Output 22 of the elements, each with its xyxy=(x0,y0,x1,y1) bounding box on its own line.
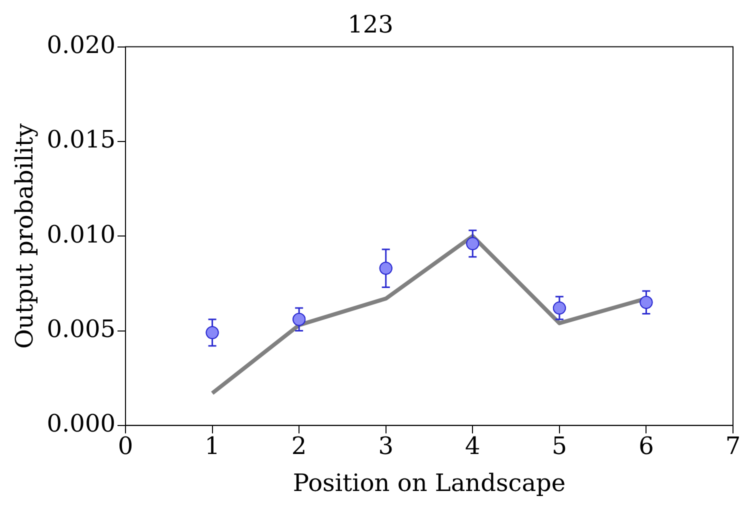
chart-title: 123 xyxy=(348,10,394,39)
y-tick-label: 0.005 xyxy=(46,314,116,343)
x-tick-label: 3 xyxy=(378,432,394,460)
point xyxy=(379,262,392,275)
point xyxy=(552,302,566,315)
x-axis-title: Position on Landscape xyxy=(292,468,566,497)
x-tick-label: 1 xyxy=(204,432,220,460)
y-axis-title: Output probability xyxy=(10,122,39,349)
x-tick-label: 7 xyxy=(725,432,741,460)
x-tick-label: 5 xyxy=(552,432,568,460)
point xyxy=(292,312,306,326)
x-tick-label: 6 xyxy=(638,432,654,460)
x-tick-label: 4 xyxy=(465,432,480,460)
y-tick-label: 0.000 xyxy=(46,410,116,438)
point xyxy=(206,326,219,340)
y-tick-label: 0.010 xyxy=(46,220,116,248)
y-tick-label: 0.015 xyxy=(46,126,116,154)
y-tick-label: 0.020 xyxy=(46,31,116,60)
x-tick-label: 2 xyxy=(291,432,307,460)
point xyxy=(640,296,653,309)
point xyxy=(466,237,480,250)
x-tick-label: 0 xyxy=(118,432,134,460)
